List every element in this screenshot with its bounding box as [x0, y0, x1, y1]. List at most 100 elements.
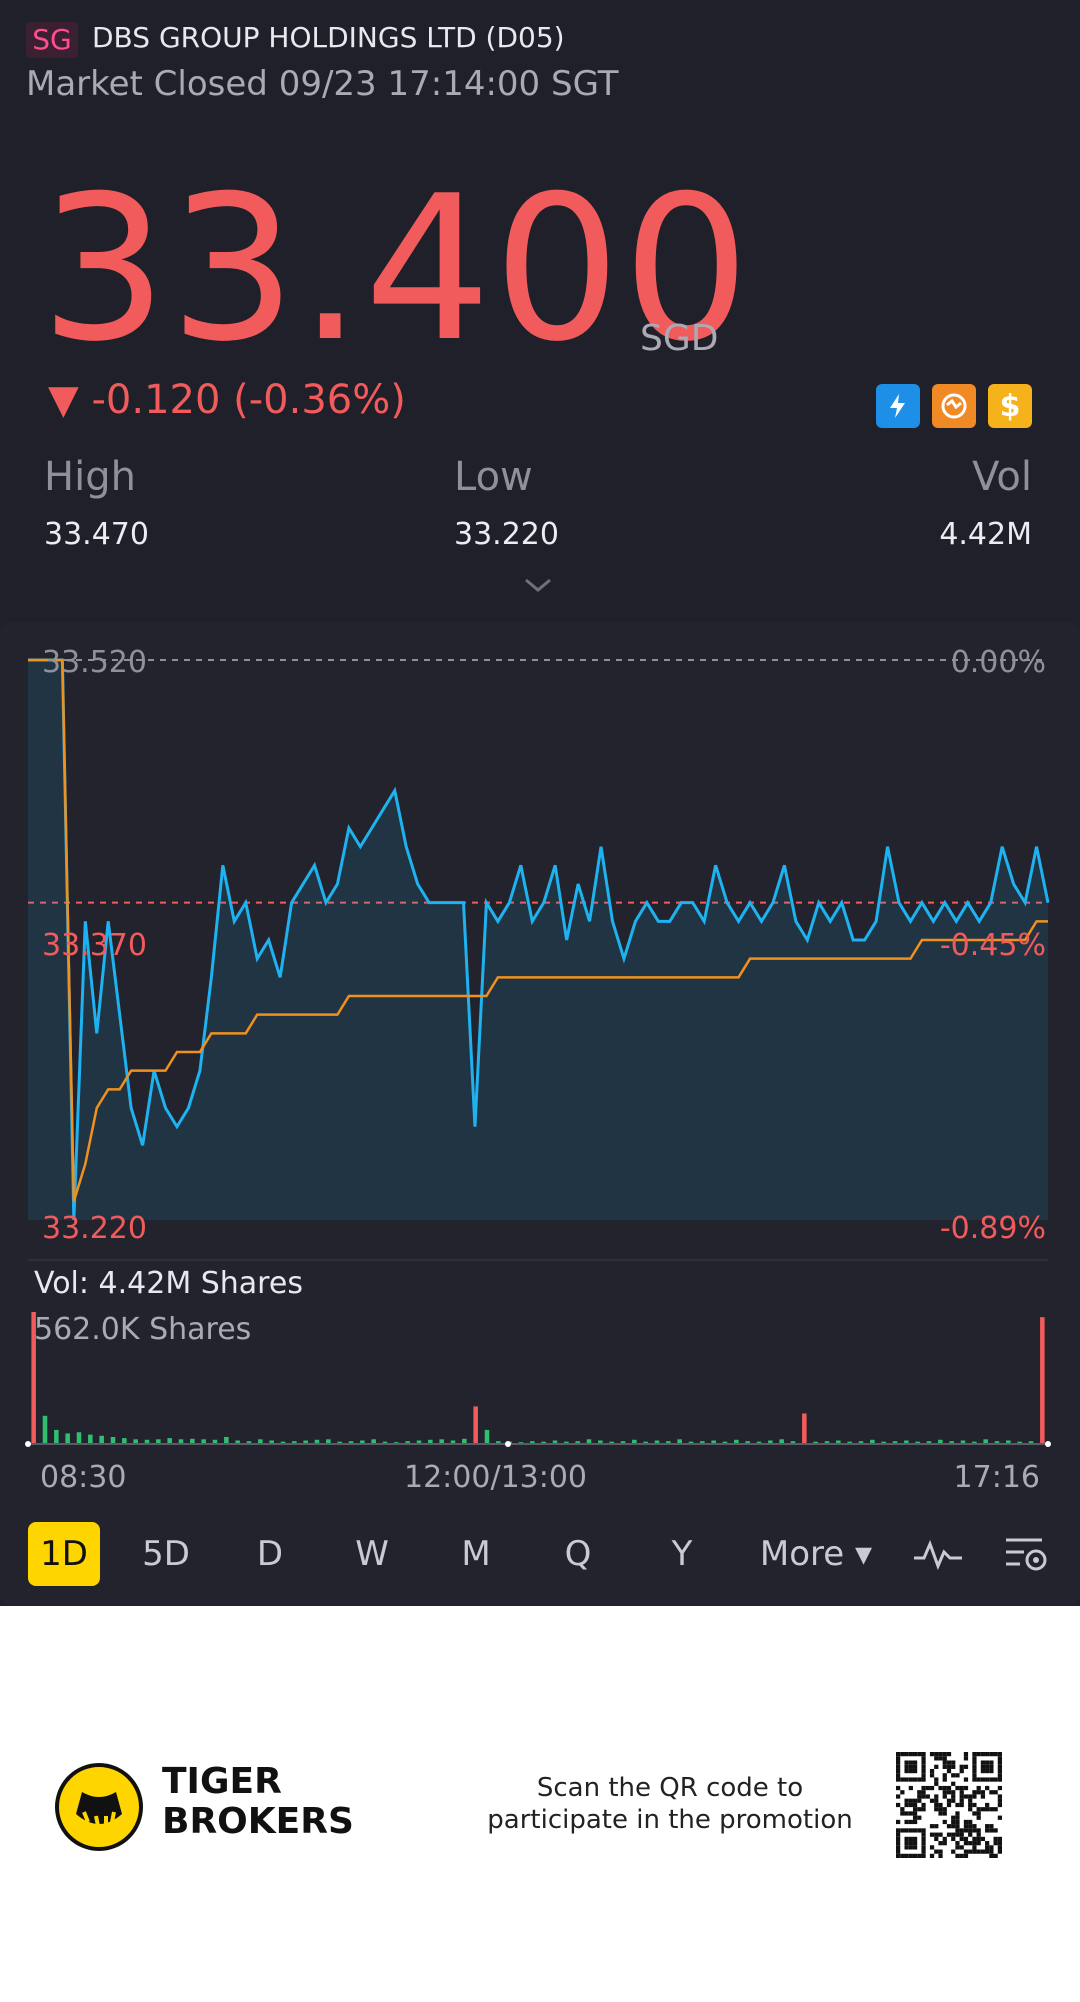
qr-module — [912, 1819, 918, 1825]
volume-bar — [54, 1429, 59, 1444]
price-line — [28, 658, 1050, 1221]
market-badge: SG — [26, 22, 78, 58]
tab-5d[interactable]: 5D — [142, 1534, 190, 1574]
tab-d[interactable]: D — [256, 1534, 284, 1574]
volume-bar — [1006, 1440, 1011, 1444]
qr-module — [951, 1819, 956, 1825]
qr-code[interactable] — [896, 1752, 1002, 1858]
qr-module — [951, 1824, 956, 1829]
time-marker-end — [1045, 1441, 1051, 1447]
qr-module — [921, 1773, 926, 1778]
qr-module — [921, 1760, 926, 1765]
qr-module — [904, 1802, 909, 1808]
chevron-down-icon[interactable] — [522, 576, 554, 596]
y-axis-bottom-left: 33.220 — [42, 1211, 147, 1246]
volume-bar — [258, 1439, 263, 1444]
high-value: 33.470 — [44, 517, 149, 552]
qr-module — [997, 1815, 1002, 1820]
qr-module — [972, 1768, 977, 1774]
volume-bar — [994, 1441, 1000, 1444]
qr-module — [951, 1760, 956, 1765]
dollar-icon[interactable]: $ — [988, 384, 1032, 428]
qr-module — [912, 1845, 918, 1850]
qr-module — [985, 1785, 990, 1791]
promo-text: Scan the QR code to participate in the p… — [487, 1773, 853, 1835]
volume-bar — [484, 1429, 490, 1444]
volume-bar — [144, 1439, 150, 1444]
volume-bar — [88, 1434, 93, 1444]
qr-module — [896, 1785, 901, 1791]
swap-arrows-icon[interactable] — [932, 384, 976, 428]
qr-module — [972, 1841, 977, 1846]
qr-module — [934, 1794, 939, 1799]
volume-bar — [110, 1436, 116, 1444]
qr-module — [959, 1790, 964, 1795]
volume-bar — [892, 1441, 898, 1444]
qr-module — [917, 1828, 922, 1833]
volume-bar — [235, 1440, 240, 1444]
qr-module — [912, 1798, 918, 1803]
time-marker-mid — [505, 1441, 511, 1447]
volume-bar — [575, 1441, 580, 1444]
volume-bar — [190, 1438, 195, 1444]
qr-module — [934, 1777, 939, 1782]
volume-bar — [292, 1441, 297, 1444]
intraday-chart[interactable] — [0, 622, 1080, 1606]
qr-module — [938, 1849, 943, 1854]
chart-settings-icon[interactable] — [1002, 1532, 1050, 1576]
qr-module — [959, 1845, 964, 1850]
qr-module — [912, 1760, 918, 1765]
lightning-level1-icon[interactable] — [876, 384, 920, 428]
qr-module — [993, 1836, 998, 1842]
currency-label: SGD — [640, 318, 719, 359]
volume-bar — [1028, 1441, 1034, 1444]
volume-bar — [598, 1440, 603, 1444]
qr-module — [997, 1773, 1002, 1778]
qr-module — [908, 1760, 913, 1765]
tab-m[interactable]: M — [461, 1534, 491, 1574]
qr-module — [968, 1798, 973, 1803]
tab-w[interactable]: W — [355, 1534, 389, 1574]
qr-module — [946, 1824, 952, 1829]
qr-module — [980, 1849, 986, 1854]
qr-module — [900, 1777, 905, 1782]
stock-title: DBS GROUP HOLDINGS LTD (D05) — [92, 21, 565, 54]
volume-bar — [212, 1439, 218, 1444]
tab-1d[interactable]: 1D — [28, 1522, 100, 1586]
qr-module — [989, 1764, 994, 1769]
qr-module — [989, 1777, 994, 1782]
qr-module — [993, 1807, 998, 1812]
tab-y[interactable]: Y — [671, 1534, 693, 1574]
qr-module — [908, 1819, 913, 1825]
qr-module — [963, 1828, 969, 1833]
tab-q[interactable]: Q — [564, 1534, 592, 1574]
volume-bar — [983, 1439, 988, 1444]
qr-module — [997, 1764, 1002, 1769]
qr-module — [904, 1841, 909, 1846]
qr-module — [951, 1790, 956, 1795]
qr-module — [955, 1785, 960, 1791]
qr-module — [976, 1752, 981, 1757]
time-end: 17:16 — [953, 1460, 1040, 1495]
volume-bar — [360, 1440, 365, 1444]
volume-bar — [439, 1439, 444, 1444]
qr-module — [929, 1752, 935, 1757]
qr-module — [929, 1768, 935, 1774]
qr-module — [968, 1824, 973, 1829]
volume-bar — [564, 1441, 569, 1444]
indicator-icon[interactable] — [912, 1536, 964, 1572]
chart-panel[interactable] — [0, 622, 1080, 1606]
timeframe-tabs: 1D 5D D W M Q Y More ▾ — [0, 1522, 1080, 1586]
volume-bar — [870, 1439, 875, 1444]
qr-module — [921, 1785, 926, 1791]
qr-module — [997, 1798, 1002, 1803]
qr-module — [985, 1752, 990, 1757]
qr-module — [985, 1802, 990, 1808]
qr-module — [912, 1807, 918, 1812]
qr-module — [968, 1832, 973, 1837]
qr-module — [896, 1849, 901, 1854]
tab-more[interactable]: More ▾ — [759, 1534, 873, 1574]
volume-bar — [178, 1439, 184, 1444]
qr-module — [976, 1832, 981, 1837]
qr-module — [929, 1824, 935, 1829]
